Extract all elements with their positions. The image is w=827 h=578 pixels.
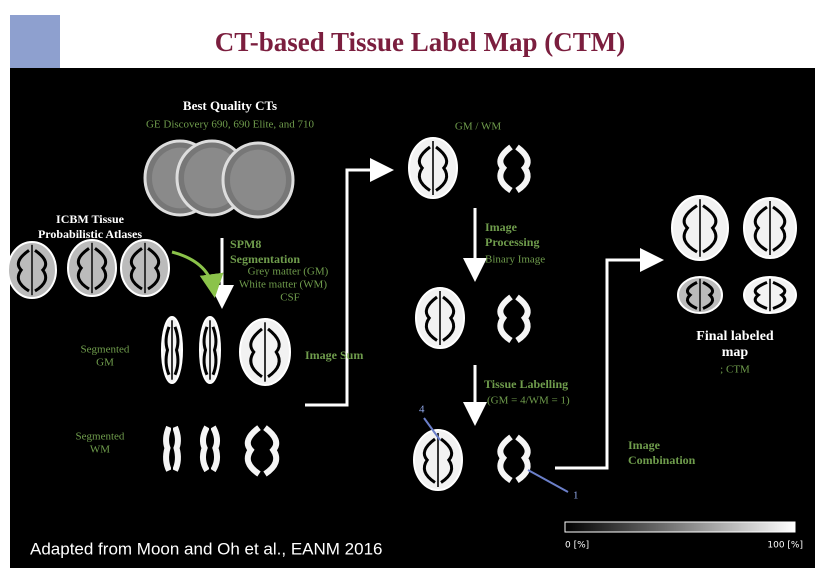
arrow [305, 158, 394, 407]
arrow [171, 250, 224, 298]
slide-title: CT-based Tissue Label Map (CTM) [215, 27, 626, 57]
colorbar [564, 521, 796, 533]
brain-part [163, 425, 172, 472]
colorbar-label: 100 [%] [767, 541, 803, 551]
label: WM [90, 444, 110, 456]
brain-part [772, 281, 787, 310]
arrow [555, 248, 664, 470]
marker-label: 4 [419, 404, 425, 416]
label: map [722, 345, 749, 360]
brain-part [497, 434, 513, 484]
label: CSF [280, 292, 300, 304]
label: SPM8 [230, 237, 261, 251]
brain-part [211, 326, 218, 376]
brain-part [164, 326, 171, 376]
brain-part [702, 204, 718, 254]
brain-part [772, 205, 787, 252]
brain-part [199, 425, 210, 473]
brain-part [230, 149, 286, 211]
brain-part [702, 281, 715, 310]
brain-part [753, 281, 768, 310]
label: Binary Image [485, 254, 545, 266]
label: Image [628, 438, 661, 452]
label: Grey matter (GM) [248, 266, 329, 278]
brain-part [244, 425, 261, 477]
accent-square [10, 15, 60, 68]
label: Final labeled [696, 329, 774, 344]
brain-images [7, 137, 797, 491]
brain-part [424, 295, 438, 342]
label: GM / WM [455, 121, 501, 133]
brain-part [202, 326, 209, 376]
brain-part [129, 247, 143, 291]
brain-part [515, 294, 531, 344]
brain-part [76, 247, 90, 291]
source: Adapted from Moon and Oh et al., EANM 20… [30, 539, 382, 558]
brain-part [267, 327, 281, 378]
brain-part [515, 144, 531, 194]
brain-part [172, 425, 181, 472]
marker-label: 1 [573, 490, 579, 502]
brain-part [435, 145, 449, 192]
brain-part [515, 434, 531, 484]
label: White matter (WM) [239, 279, 327, 291]
brain-part [442, 295, 456, 342]
label: Segmented [81, 344, 130, 356]
panel [10, 68, 815, 568]
label: Segmentation [230, 252, 300, 266]
brain-part [753, 205, 768, 252]
pointer [527, 469, 569, 493]
brain-part [497, 144, 513, 194]
brain-part [16, 249, 30, 293]
label: GE Discovery 690, 690 Elite, and 710 [146, 119, 315, 131]
brain-part [497, 294, 513, 344]
brain-part [94, 247, 108, 291]
brain-part [685, 281, 698, 310]
brain-part [440, 437, 454, 484]
label: ; CTM [720, 364, 750, 376]
brain-part [210, 425, 221, 473]
label: Image [485, 220, 518, 234]
brain-part [682, 204, 698, 254]
pointer [423, 417, 441, 441]
label: Image Sum [305, 348, 363, 362]
label: Combination [628, 453, 696, 467]
label: Processing [485, 235, 539, 249]
brain-part [263, 425, 280, 477]
brain-part [173, 326, 180, 376]
label: (GM = 4/WM = 1) [487, 395, 570, 407]
brain-part [417, 145, 431, 192]
label: Segmented [76, 431, 125, 443]
brain-part [422, 437, 436, 484]
brain-part [147, 247, 161, 291]
label: GM [96, 357, 114, 369]
brain-part [34, 249, 48, 293]
brain-part [249, 327, 263, 378]
label: Probabilistic Atlases [38, 227, 142, 241]
label: ICBM Tissue [56, 212, 125, 226]
label: Tissue Labelling [484, 377, 568, 391]
colorbar-label: 0 [%] [565, 541, 589, 551]
label: Best Quality CTs [183, 98, 277, 113]
